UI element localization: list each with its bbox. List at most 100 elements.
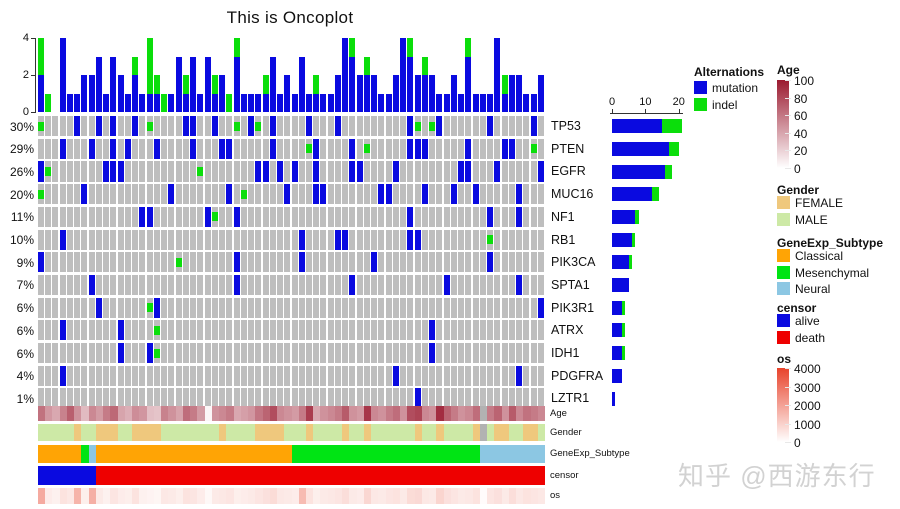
matrix-cell [240, 138, 247, 159]
matrix-cell [117, 320, 124, 341]
top-bar-mutation [385, 93, 392, 112]
gender-swatch-female [777, 196, 790, 209]
matrix-cell [508, 252, 515, 273]
annotation-cell-os [59, 488, 68, 504]
matrix-cell [291, 274, 298, 296]
matrix-cell [233, 161, 240, 182]
matrix-cell [516, 229, 523, 250]
annotation-cell-gender [436, 424, 444, 441]
annotation-cell-censor [298, 466, 307, 485]
annotation-cell-gender [66, 424, 75, 441]
matrix-cell [465, 297, 472, 318]
matrix-cell [363, 343, 370, 364]
matrix-cell [124, 116, 131, 137]
annotation-cell-gender [139, 424, 147, 441]
matrix-cell [371, 116, 378, 137]
annotation-cell-os [211, 488, 220, 504]
gene-percent-label: 30% [9, 119, 34, 134]
matrix-cell [537, 343, 544, 364]
matrix-cell [414, 252, 421, 273]
annotation-cell-os [132, 488, 140, 504]
matrix-cell [349, 343, 356, 364]
matrix-cell [255, 274, 262, 296]
matrix-cell [219, 297, 226, 318]
matrix-cell [327, 138, 334, 159]
matrix-cell [327, 388, 334, 409]
matrix-cell [95, 161, 102, 182]
os-tick-label: 3000 [794, 380, 821, 395]
matrix-cell [342, 365, 349, 386]
matrix-cell [305, 116, 312, 137]
annotation-cell-os [443, 488, 452, 504]
matrix-cell [45, 206, 52, 227]
matrix-cell [392, 206, 399, 227]
annotation-cell-censor [132, 466, 140, 485]
matrix-cell [530, 297, 537, 318]
annotation-cell-censor [320, 466, 329, 485]
matrix-cell [349, 365, 356, 386]
annotation-cell-os [124, 488, 133, 504]
os-tick-label: 2000 [794, 399, 821, 413]
matrix-cell [385, 320, 392, 341]
matrix-cell [95, 252, 102, 273]
annotation-cell-gender [284, 424, 292, 441]
matrix-cell [465, 320, 472, 341]
matrix-cell [407, 365, 414, 386]
matrix-cell [400, 252, 407, 273]
matrix-cell [494, 343, 501, 364]
annotation-cell-gender [305, 424, 314, 441]
annotation-cell-censor [38, 466, 46, 485]
matrix-cell [240, 320, 247, 341]
matrix-cell [277, 274, 284, 296]
matrix-cell [443, 229, 450, 250]
matrix-cell [146, 161, 153, 182]
matrix-cell [414, 229, 421, 250]
matrix-cell [450, 116, 457, 137]
matrix-cell [59, 365, 66, 386]
top-bar-mutation [421, 75, 428, 112]
matrix-cell [349, 116, 356, 137]
matrix-cell [501, 252, 508, 273]
annotation-cell-gender [103, 424, 111, 441]
matrix-cell [146, 365, 153, 386]
matrix-cell [356, 184, 363, 205]
matrix-cell [146, 252, 153, 273]
annotation-cell-geneexp_subtype [88, 445, 97, 463]
annotation-cell-censor [436, 466, 444, 485]
matrix-cell [508, 388, 515, 409]
matrix-cell [508, 206, 515, 227]
annotation-cell-gender [400, 424, 408, 441]
matrix-cell [248, 274, 255, 296]
annotation-cell-gender [334, 424, 343, 441]
matrix-cell [233, 297, 240, 318]
matrix-cell [132, 365, 139, 386]
matrix-cell [523, 138, 530, 159]
annotation-cell-os [385, 488, 394, 504]
annotation-cell-age [465, 406, 473, 421]
matrix-cell [327, 343, 334, 364]
matrix-cell [530, 252, 537, 273]
annotation-label-os: os [550, 490, 561, 501]
annotation-cell-age [226, 406, 234, 421]
matrix-cell [103, 116, 110, 137]
matrix-cell [508, 343, 515, 364]
matrix-cell [363, 161, 370, 182]
matrix-cell [81, 388, 88, 409]
top-bar-mutation [269, 56, 276, 112]
matrix-cell [400, 388, 407, 409]
matrix-cell [38, 138, 44, 159]
age-tick [785, 80, 791, 81]
annotation-cell-geneexp_subtype [277, 445, 285, 463]
annotation-cell-gender [262, 424, 271, 441]
matrix-cell [305, 365, 312, 386]
gene-bar-mutation [612, 232, 633, 247]
matrix-cell [479, 320, 486, 341]
matrix-cell [291, 297, 298, 318]
top-bar-indel [313, 75, 320, 94]
matrix-cell [487, 274, 494, 296]
annotation-cell-os [248, 488, 256, 504]
annotation-cell-geneexp_subtype [124, 445, 133, 463]
matrix-cell [175, 206, 182, 227]
matrix-cell [537, 274, 544, 296]
annotation-cell-os [400, 488, 408, 504]
